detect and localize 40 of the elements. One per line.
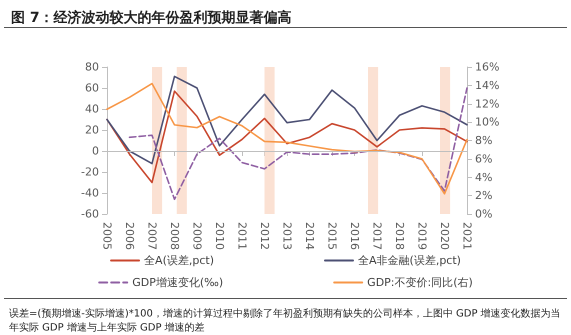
y2-tick-label: 6% bbox=[475, 152, 492, 166]
text: 误差=(预期增速-实际增速)*100，增速的计算过程中剔除了年初盈利预期有缺失的公司样本，上图中 GDP 增速变化数据为当年实际 GDP 增速与上年实际 GDP 增速的差 bbox=[9, 308, 561, 334]
y-tick-label: 80 bbox=[85, 60, 99, 74]
x-tick-label: 2008 bbox=[168, 222, 181, 250]
y2-tick-label: 8% bbox=[475, 134, 492, 147]
y-tick-label: 20 bbox=[85, 124, 99, 136]
x-tick-label: 2007 bbox=[146, 222, 158, 250]
y2-tick-label: 4% bbox=[475, 170, 492, 184]
x-tick-label: 2014 bbox=[303, 222, 316, 250]
y2-tick-label: 2% bbox=[475, 189, 492, 202]
chart-title: 图 7：经济波动较大的年份盈利预期显著偏高 bbox=[11, 9, 292, 26]
y-tick-label: 0 bbox=[92, 144, 99, 158]
y2-tick-label: 12% bbox=[475, 97, 500, 110]
x-tick-label: 2015 bbox=[326, 222, 338, 250]
x-tick-label: 2021 bbox=[460, 222, 474, 250]
x-tick-label: 2019 bbox=[416, 222, 428, 250]
y2-tick-label: 0% bbox=[475, 208, 492, 220]
x-tick-label: 2017 bbox=[370, 222, 384, 250]
x-tick-label: 2010 bbox=[213, 222, 226, 250]
legend-label: 全A(误差,pct) bbox=[144, 254, 214, 267]
x-tick-label: 2009 bbox=[190, 222, 204, 250]
legend-label: GDP增速变化(‰) bbox=[132, 276, 224, 289]
y-tick-label: -60 bbox=[81, 208, 99, 220]
x-tick-label: 2016 bbox=[348, 222, 361, 250]
y2-tick-label: 10% bbox=[475, 116, 500, 129]
legend-label: 全A非金融(误差,pct) bbox=[358, 254, 461, 267]
x-tick-label: 2006 bbox=[123, 222, 136, 250]
y-tick-label: -20 bbox=[81, 166, 99, 178]
x-tick-label: 2018 bbox=[393, 222, 406, 250]
y2-tick-label: 14% bbox=[475, 78, 500, 92]
y-tick-label: 60 bbox=[85, 82, 99, 94]
y-tick-label: 40 bbox=[85, 102, 99, 116]
x-tick-label: 2011 bbox=[236, 222, 248, 250]
legend-label: GDP:不变价:同比(右) bbox=[367, 276, 473, 289]
y2-tick-label: 16% bbox=[475, 60, 500, 74]
x-tick-label: 2013 bbox=[280, 222, 294, 250]
x-tick-label: 2020 bbox=[438, 222, 451, 250]
x-tick-label: 2012 bbox=[258, 222, 271, 250]
x-tick-label: 2005 bbox=[100, 222, 114, 250]
y-tick-label: -40 bbox=[81, 186, 99, 200]
